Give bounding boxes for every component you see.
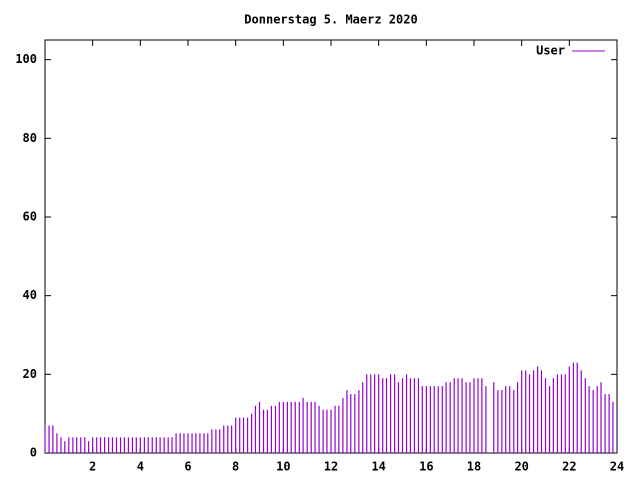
x-tick-label: 14 [371,460,385,474]
x-tick-label: 16 [419,460,433,474]
x-tick-label: 8 [232,460,239,474]
x-tick-label: 20 [514,460,528,474]
x-tick-label: 10 [276,460,290,474]
x-tick-label: 24 [610,460,624,474]
chart-title: Donnerstag 5. Maerz 2020 [244,13,417,27]
y-tick-label: 20 [23,367,37,381]
y-tick-label: 100 [15,52,37,66]
x-tick-label: 18 [467,460,481,474]
x-tick-label: 22 [562,460,576,474]
x-tick-label: 6 [184,460,191,474]
x-tick-label: 12 [324,460,338,474]
y-tick-label: 60 [23,210,37,224]
x-tick-label: 4 [137,460,144,474]
y-tick-label: 0 [30,446,37,460]
legend-label: User [536,44,565,58]
x-tick-label: 2 [89,460,96,474]
y-tick-label: 40 [23,288,37,302]
y-tick-label: 80 [23,131,37,145]
